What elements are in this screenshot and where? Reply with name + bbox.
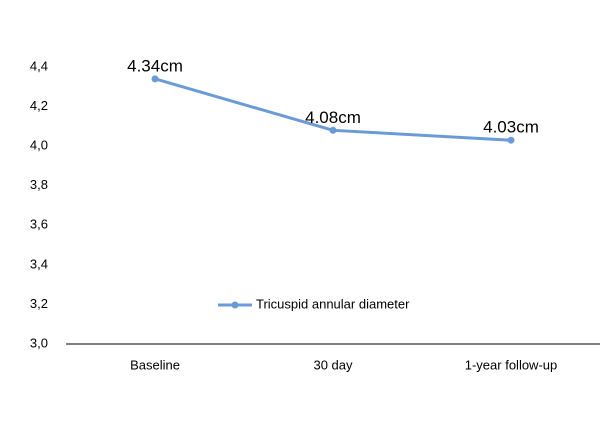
data-label: 4.08cm [305, 108, 361, 127]
y-tick-label: 4,2 [30, 98, 48, 113]
x-tick-label: 1-year follow-up [465, 357, 558, 372]
data-point [507, 136, 515, 144]
legend-label: Tricuspid annular diameter [256, 296, 410, 311]
x-tick-label: Baseline [130, 357, 180, 372]
data-point [151, 75, 159, 83]
data-label: 4.34cm [127, 56, 183, 75]
legend-marker [231, 301, 239, 309]
x-tick-label: 30 day [313, 357, 353, 372]
data-point [329, 126, 337, 134]
y-tick-label: 3,6 [30, 217, 48, 232]
y-tick-label: 4,4 [30, 58, 48, 73]
y-tick-label: 3,0 [30, 335, 48, 350]
y-tick-label: 3,8 [30, 177, 48, 192]
y-tick-label: 3,2 [30, 296, 48, 311]
y-tick-label: 4,0 [30, 138, 48, 153]
y-tick-label: 3,4 [30, 256, 48, 271]
data-label: 4.03cm [483, 118, 539, 137]
